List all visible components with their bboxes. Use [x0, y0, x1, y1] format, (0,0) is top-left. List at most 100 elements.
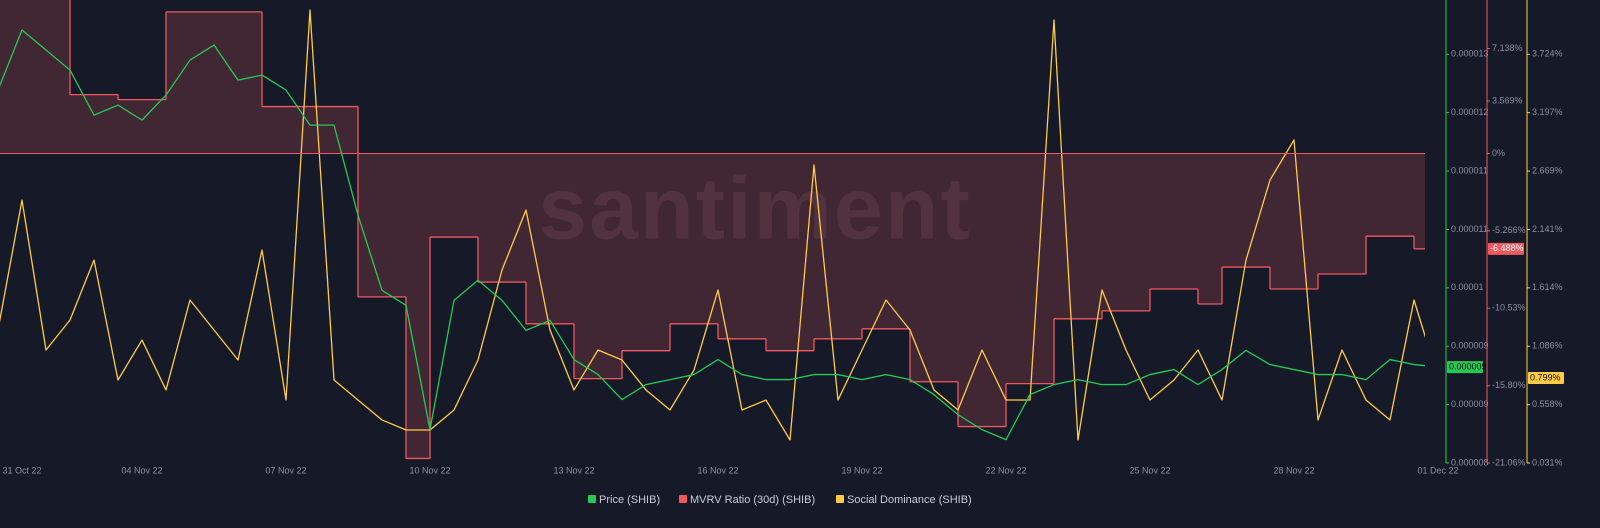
mvrv-area — [454, 153, 478, 238]
tick-label: 0.558% — [1532, 399, 1563, 409]
mvrv-area — [862, 153, 886, 329]
mvrv-area — [814, 153, 838, 339]
tick-label: 0.00001 — [1451, 282, 1484, 292]
tick-label: -5.266% — [1492, 225, 1526, 235]
mvrv-area — [526, 153, 550, 324]
last-value-box — [1488, 242, 1524, 255]
x-tick-label: 04 Nov 22 — [121, 465, 162, 475]
mvrv-area — [1366, 153, 1390, 237]
mvrv-area — [1318, 153, 1342, 274]
mvrv-area — [1078, 153, 1102, 319]
x-tick-label: 13 Nov 22 — [553, 465, 594, 475]
mvrv-area — [1150, 153, 1174, 289]
mvrv-area — [766, 153, 790, 351]
mvrv-area — [94, 94, 118, 154]
mvrv-area — [1294, 153, 1318, 289]
mvrv-area — [286, 106, 310, 154]
tick-label: -21.06% — [1492, 457, 1526, 467]
tick-label: 0.000013 — [1451, 49, 1489, 59]
last-value-label: -6.488% — [1490, 243, 1524, 253]
mvrv-area — [574, 153, 598, 379]
plot-area — [0, 0, 1425, 460]
tick-label: 0% — [1492, 148, 1505, 158]
mvrv-area — [934, 153, 958, 382]
mvrv-area — [1342, 153, 1366, 274]
mvrv-area — [358, 153, 382, 297]
tick-label: 2.141% — [1532, 224, 1563, 234]
watermark: santiment — [538, 158, 972, 257]
mvrv-area — [46, 0, 70, 154]
x-tick-label: 22 Nov 22 — [985, 465, 1026, 475]
mvrv-area — [238, 11, 262, 154]
tick-label: 0.000011 — [1451, 224, 1488, 234]
legend-label: MVRV Ratio (30d) (SHIB) — [690, 494, 815, 506]
mvrv-area — [214, 11, 238, 154]
x-tick-label: 10 Nov 22 — [409, 465, 450, 475]
mvrv-area — [1198, 153, 1222, 304]
tick-label: 2.669% — [1532, 165, 1563, 175]
mvrv-area — [1126, 153, 1150, 311]
legend-swatch — [679, 495, 687, 503]
last-value-label: 0.799% — [1530, 372, 1561, 382]
tick-label: 1.614% — [1532, 282, 1563, 292]
mvrv-area — [622, 153, 646, 351]
tick-label: 0.000012 — [1451, 107, 1489, 117]
tick-label: 3.197% — [1532, 107, 1563, 117]
mvrv-area — [166, 11, 190, 154]
mvrv-area — [1222, 153, 1246, 268]
mvrv-area — [1270, 153, 1294, 289]
mvrv-area — [382, 153, 406, 297]
last-value-box — [1528, 372, 1564, 385]
mvrv-area — [262, 106, 286, 154]
mvrv-area — [142, 99, 166, 154]
legend-swatch — [836, 495, 844, 503]
last-value-label: 0.000009 — [1449, 361, 1487, 371]
mvrv-area — [910, 153, 934, 382]
tick-label: 0.000008 — [1451, 457, 1489, 467]
legend-swatch — [588, 495, 596, 503]
x-tick-label: 28 Nov 22 — [1273, 465, 1314, 475]
x-tick-label: 19 Nov 22 — [841, 465, 882, 475]
mvrv-area — [1102, 153, 1126, 311]
mvrv-area — [790, 153, 814, 351]
mvrv-area — [190, 11, 214, 154]
mvrv-area — [0, 0, 22, 154]
tick-label: 1.086% — [1532, 341, 1563, 351]
series-line — [0, 29, 1425, 441]
tick-label: -10.53% — [1492, 303, 1526, 313]
last-value-box — [1447, 361, 1483, 374]
mvrv-area — [478, 153, 502, 283]
mvrv-area — [886, 153, 910, 329]
mvrv-area — [1390, 153, 1414, 237]
tick-label: 7.138% — [1492, 43, 1523, 53]
mvrv-area — [838, 153, 862, 339]
mvrv-area — [118, 99, 142, 154]
tick-label: 0.000009 — [1451, 341, 1489, 351]
tick-label: 0.000011 — [1451, 165, 1488, 175]
tick-label: 3.569% — [1492, 95, 1523, 105]
mvrv-area — [334, 106, 358, 154]
mvrv-area — [1174, 153, 1198, 289]
tick-label: 0.000009 — [1451, 399, 1489, 409]
tick-label: 3.724% — [1532, 49, 1563, 59]
mvrv-area — [550, 153, 574, 324]
series-line — [0, 9, 1425, 441]
x-tick-label: 16 Nov 22 — [697, 465, 738, 475]
mvrv-area — [310, 106, 334, 154]
x-tick-label: 01 Dec 22 — [1417, 465, 1458, 475]
x-tick-label: 25 Nov 22 — [1129, 465, 1170, 475]
mvrv-area — [742, 153, 766, 339]
tick-label: -15.80% — [1492, 380, 1526, 390]
mvrv-area — [670, 153, 694, 324]
legend-label: Price (SHIB) — [599, 494, 660, 506]
x-tick-label: 31 Oct 22 — [2, 465, 41, 475]
mvrv-area — [70, 94, 94, 154]
mvrv-area — [694, 153, 718, 324]
mvrv-area — [1006, 153, 1030, 384]
mvrv-area — [958, 153, 982, 427]
tick-label: 0.031% — [1532, 457, 1563, 467]
mvrv-area — [430, 153, 454, 238]
